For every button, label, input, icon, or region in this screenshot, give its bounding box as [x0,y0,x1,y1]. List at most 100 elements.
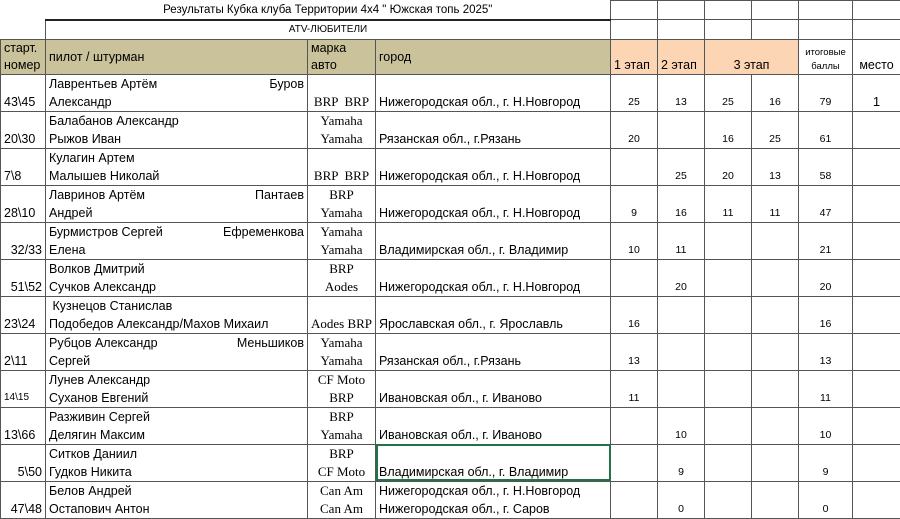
cell[interactable] [852,0,900,20]
total-score[interactable]: 79 [798,73,853,112]
crew-cell[interactable]: Рубцов Александр Меньшиков Сергей [45,332,308,371]
city-cell[interactable]: Нижегородская обл., г. Н.Новгород [375,73,611,112]
cell[interactable] [798,0,853,20]
start-number-cell[interactable]: 32/33 [0,221,46,260]
start-number-cell[interactable]: 43\45 [0,73,46,112]
cell[interactable] [798,19,853,40]
place-cell[interactable] [852,406,900,445]
stage-3b-score[interactable]: 13 [751,147,799,186]
city-cell[interactable]: Рязанская обл., г.Рязань [375,332,611,371]
place-cell[interactable]: 1 [852,73,900,112]
stage-2-score[interactable] [657,110,705,149]
cell[interactable] [852,19,900,40]
place-cell[interactable] [852,443,900,482]
stage-3b-score[interactable] [751,480,799,519]
start-number-cell[interactable]: 14\15 [0,369,46,408]
city-cell[interactable]: Нижегородская обл., г. Н.Новгород [375,184,611,223]
stage-3a-score[interactable]: 25 [704,73,752,112]
car-cell[interactable]: BRP BRP [307,73,376,112]
total-score[interactable]: 21 [798,221,853,260]
stage-1-score[interactable]: 13 [610,332,658,371]
total-score[interactable]: 20 [798,258,853,297]
cell[interactable] [751,19,799,40]
stage-3b-score[interactable]: 11 [751,184,799,223]
cell[interactable] [751,0,799,20]
car-cell[interactable]: Yamaha Yamaha [307,332,376,371]
city-cell[interactable]: Владимирская обл., г. Владимир [375,443,611,482]
stage-3b-score[interactable] [751,221,799,260]
car-cell[interactable]: BRP CF Moto [307,443,376,482]
start-number-cell[interactable]: 23\24 [0,295,46,334]
stage-1-score[interactable]: 11 [610,369,658,408]
header-start-number[interactable]: старт. номер [0,38,46,75]
start-number-cell[interactable]: 20\30 [0,110,46,149]
stage-3a-score[interactable] [704,480,752,519]
stage-3a-score[interactable] [704,369,752,408]
stage-3a-score[interactable] [704,295,752,334]
stage-2-score[interactable]: 13 [657,73,705,112]
stage-2-score[interactable]: 0 [657,480,705,519]
stage-2-score[interactable]: 16 [657,184,705,223]
cell[interactable] [610,19,658,40]
city-cell[interactable]: Ивановская обл., г. Иваново [375,406,611,445]
stage-3b-score[interactable]: 16 [751,73,799,112]
crew-cell[interactable]: Кузнецов Станислав Подобедов Александр/Ма… [45,295,308,334]
stage-3b-score[interactable] [751,295,799,334]
crew-cell[interactable]: Лавринов Артём Пантаев Андрей [45,184,308,223]
header-car[interactable]: марка авто [307,38,376,75]
total-score[interactable]: 61 [798,110,853,149]
stage-1-score[interactable] [610,480,658,519]
car-cell[interactable]: Can Am Can Am [307,480,376,519]
city-cell[interactable]: Нижегородская обл., г. Н.Новгород [375,258,611,297]
city-cell[interactable]: Нижегородская обл., г. Н.Новгород Нижегор… [375,480,611,519]
city-cell[interactable]: Рязанская обл., г.Рязань [375,110,611,149]
cell[interactable] [610,0,658,20]
stage-1-score[interactable] [610,258,658,297]
stage-1-score[interactable]: 25 [610,73,658,112]
header-city[interactable]: город [375,38,611,75]
category-title[interactable]: ATV-ЛЮБИТЕЛИ [45,19,611,40]
stage-3b-score[interactable] [751,406,799,445]
stage-3b-score[interactable] [751,332,799,371]
city-cell[interactable]: Нижегородская обл., г. Н.Новгород [375,147,611,186]
car-cell[interactable]: Aodes BRP [307,295,376,334]
stage-3a-score[interactable]: 16 [704,110,752,149]
cell[interactable] [704,19,752,40]
stage-3b-score[interactable] [751,369,799,408]
cell[interactable] [657,0,705,20]
crew-cell[interactable]: Разживин Сергей Делягин Максим [45,406,308,445]
place-cell[interactable] [852,295,900,334]
stage-3a-score[interactable] [704,258,752,297]
header-crew[interactable]: пилот / штурман [45,38,308,75]
stage-1-score[interactable]: 16 [610,295,658,334]
car-cell[interactable]: BRP Yamaha [307,184,376,223]
stage-1-score[interactable] [610,147,658,186]
place-cell[interactable] [852,147,900,186]
start-number-cell[interactable]: 47\48 [0,480,46,519]
crew-cell[interactable]: Балабанов Александр Рыжов Иван [45,110,308,149]
car-cell[interactable]: BRP Yamaha [307,406,376,445]
stage-3a-score[interactable] [704,406,752,445]
stage-3a-score[interactable]: 11 [704,184,752,223]
total-score[interactable]: 58 [798,147,853,186]
total-score[interactable]: 16 [798,295,853,334]
stage-3a-score[interactable] [704,221,752,260]
sheet-title[interactable]: Результаты Кубка клуба Территории 4х4 " … [45,0,611,21]
total-score[interactable]: 10 [798,406,853,445]
car-cell[interactable]: CF Moto BRP [307,369,376,408]
header-place[interactable]: место [852,38,900,75]
stage-1-score[interactable] [610,406,658,445]
place-cell[interactable] [852,258,900,297]
stage-2-score[interactable]: 9 [657,443,705,482]
car-cell[interactable]: BRP BRP [307,147,376,186]
car-cell[interactable]: BRP Aodes [307,258,376,297]
crew-cell[interactable]: Лунев Александр Суханов Евгений [45,369,308,408]
total-score[interactable]: 9 [798,443,853,482]
stage-3b-score[interactable]: 25 [751,110,799,149]
cell[interactable] [704,0,752,20]
crew-cell[interactable]: Бурмистров Сергей Ефременкова Елена [45,221,308,260]
place-cell[interactable] [852,221,900,260]
city-cell[interactable]: Владимирская обл., г. Владимир [375,221,611,260]
stage-2-score[interactable]: 20 [657,258,705,297]
stage-3a-score[interactable] [704,443,752,482]
